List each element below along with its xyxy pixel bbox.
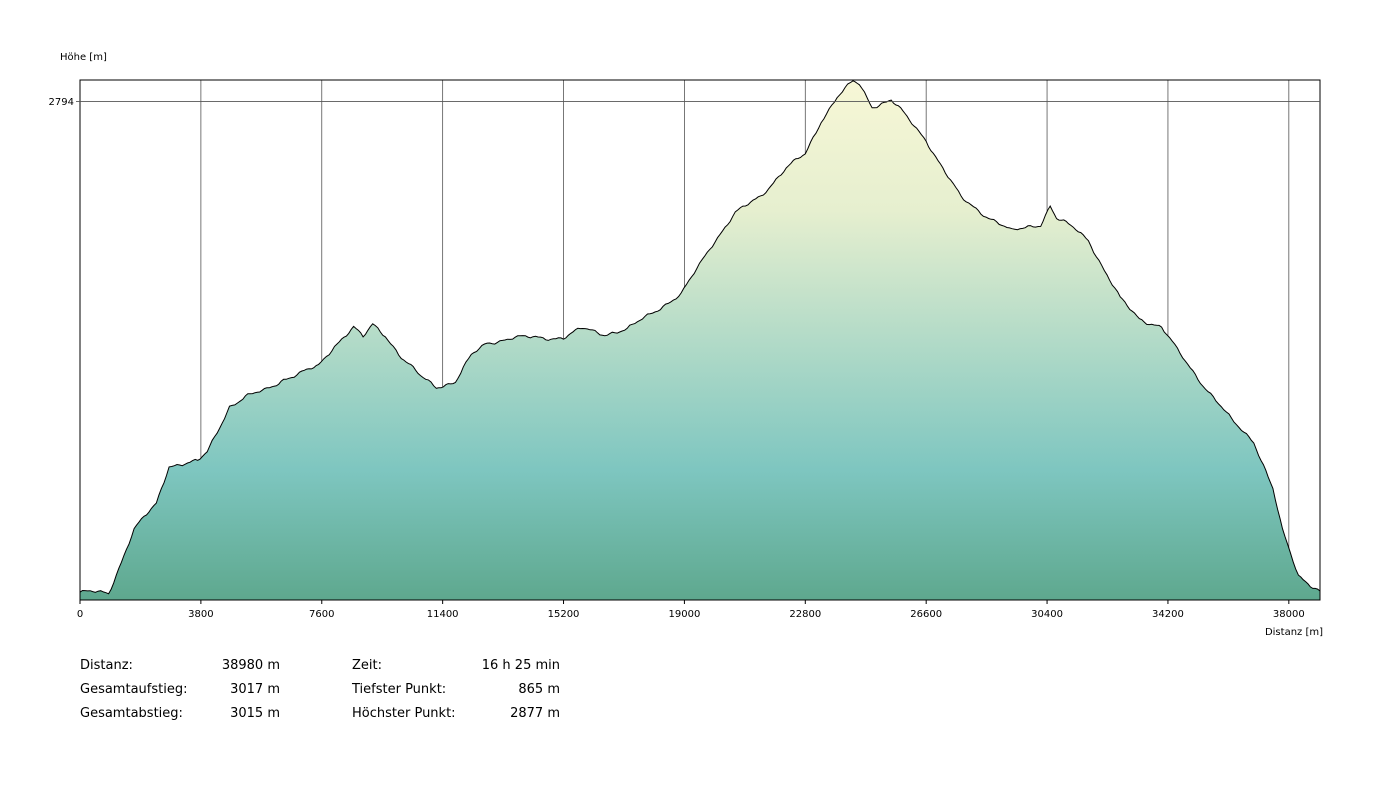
x-tick-label: 15200	[548, 609, 580, 620]
x-tick-label: 11400	[427, 609, 459, 620]
x-axis-ticks: 0 3800 7600 11400 15200 19000 22800 26600 30400 3…	[77, 600, 1305, 620]
x-tick-label: 26600	[910, 609, 942, 620]
stat-descent-value: 3015 m	[230, 706, 280, 721]
stat-distance-label: Distanz:	[80, 658, 133, 673]
stat-lowest-label: Tiefster Punkt:	[352, 682, 447, 697]
elevation-chart: 0 3800 7600 11400 15200 19000 22800 26600 30400 3…	[49, 52, 1324, 638]
y-tick-label: 2794	[49, 97, 74, 108]
plot-frame	[79, 79, 1321, 601]
x-tick-label: 34200	[1152, 609, 1184, 620]
x-tick-label: 3800	[188, 609, 213, 620]
x-tick-label: 38000	[1273, 609, 1305, 620]
stat-distance-value: 38980 m	[221, 658, 280, 673]
x-tick-label: 7600	[309, 609, 334, 620]
stat-ascent-value: 3017 m	[230, 682, 280, 697]
x-tick-label: 30400	[1031, 609, 1063, 620]
y-axis-label: Höhe [m]	[60, 52, 107, 63]
stat-descent-label: Gesamtabstieg:	[80, 706, 183, 721]
x-tick-label: 19000	[669, 609, 701, 620]
stat-lowest-value: 865 m	[518, 682, 560, 697]
elevation-area	[80, 80, 1320, 601]
stat-time-value: 16 h 25 min	[481, 658, 560, 673]
x-axis-label: Distanz [m]	[1265, 627, 1323, 638]
y-axis-ticks: 2794	[49, 97, 1320, 108]
stat-time-label: Zeit:	[352, 658, 382, 673]
stat-ascent-label: Gesamtaufstieg:	[80, 682, 188, 697]
stat-highest-label: Höchster Punkt:	[352, 706, 456, 721]
x-tick-label: 0	[77, 609, 83, 620]
elevation-line	[79, 80, 1321, 595]
x-tick-label: 22800	[789, 609, 821, 620]
stat-highest-value: 2877 m	[510, 706, 560, 721]
